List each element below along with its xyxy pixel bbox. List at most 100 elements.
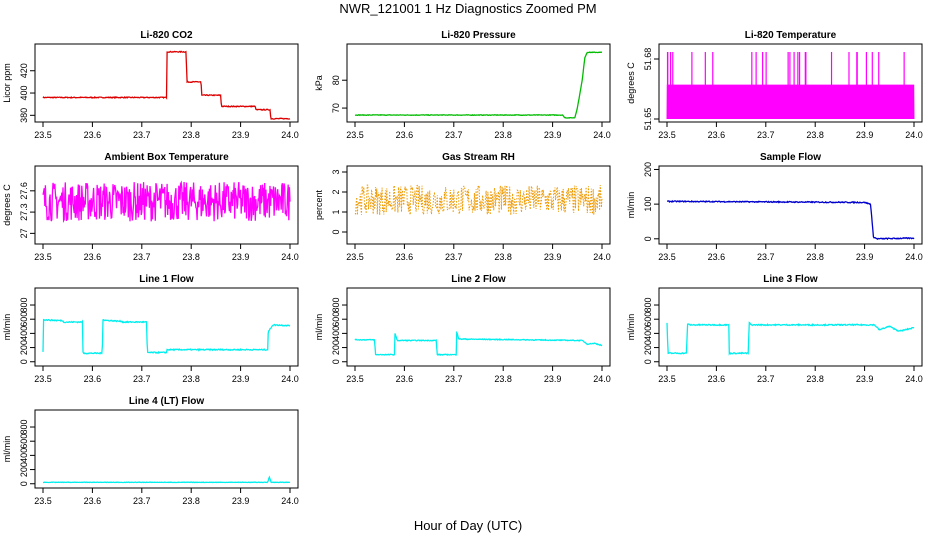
x-tick-label: 23.7	[133, 130, 151, 140]
y-tick-label: 0	[331, 229, 341, 234]
x-tick-label: 24.0	[905, 374, 923, 384]
panel-title: Gas Stream RH	[442, 152, 515, 163]
y-tick-label: 800	[331, 298, 341, 313]
x-tick-label: 23.5	[34, 130, 52, 140]
panel-7: Line 1 Flow 23.5 23.6 23.7 23.8 23.9 24.0 0 2004…	[2, 274, 299, 384]
y-tick-label: 800	[19, 420, 29, 435]
y-tick-label: 200	[19, 340, 29, 355]
plot-frame	[34, 43, 299, 123]
y-tick-label: 800	[19, 298, 29, 313]
plot-frame	[658, 165, 923, 245]
y-tick-label: 600	[19, 434, 29, 449]
y-tick-label: 0	[643, 359, 653, 364]
y-tick-label: 80	[331, 75, 341, 85]
y-axis-label: Licor ppm	[2, 63, 12, 103]
y-tick-label: 400	[19, 448, 29, 463]
x-tick-label: 23.7	[757, 374, 775, 384]
panel-title: Line 3 Flow	[763, 274, 818, 285]
x-tick-label: 23.7	[133, 374, 151, 384]
y-tick-label: 380	[19, 108, 29, 123]
plot-frame	[658, 43, 923, 123]
x-tick-label: 23.9	[232, 374, 250, 384]
x-tick-label: 23.9	[232, 130, 250, 140]
panel-9: Line 3 Flow 23.5 23.6 23.7 23.8 23.9 24.0 0 2004…	[626, 274, 923, 384]
y-tick-label: 800	[643, 298, 653, 313]
panel-4: Ambient Box Temperature 23.5 23.6 23.7 23.8 2…	[2, 152, 299, 262]
series-line	[42, 318, 291, 355]
x-tick-label: 24.0	[593, 374, 611, 384]
y-tick-label: 70	[331, 103, 341, 113]
x-tick-label: 23.6	[84, 496, 102, 506]
panel-title: Line 4 (LT) Flow	[129, 396, 205, 407]
y-tick-label: 400	[19, 326, 29, 341]
y-tick-label: 600	[643, 312, 653, 327]
x-tick-label: 23.8	[806, 252, 824, 262]
y-axis-label: degrees C	[626, 62, 636, 104]
plot-frame	[34, 287, 299, 367]
plot-frame	[34, 409, 299, 489]
y-tick-label: 0	[331, 359, 341, 364]
y-tick-label: 600	[331, 312, 341, 327]
y-tick-label: 600	[19, 312, 29, 327]
x-tick-label: 23.9	[856, 130, 874, 140]
panel-title: Li-820 CO2	[140, 30, 193, 41]
x-tick-label: 23.5	[346, 252, 364, 262]
x-tick-label: 23.5	[658, 374, 676, 384]
panel-8: Line 2 Flow 23.5 23.6 23.7 23.8 23.9 24.0 0 2004…	[314, 274, 611, 384]
x-tick-label: 24.0	[281, 496, 299, 506]
y-tick-label: 0	[19, 481, 29, 486]
x-tick-label: 23.5	[34, 496, 52, 506]
x-tick-label: 23.9	[232, 252, 250, 262]
x-tick-label: 23.8	[182, 130, 200, 140]
x-tick-label: 23.6	[396, 374, 414, 384]
x-tick-label: 23.5	[346, 130, 364, 140]
x-tick-label: 23.7	[445, 374, 463, 384]
x-tick-label: 23.9	[544, 374, 562, 384]
x-tick-label: 23.7	[757, 130, 775, 140]
x-tick-label: 24.0	[593, 130, 611, 140]
x-tick-label: 24.0	[281, 130, 299, 140]
plot-frame	[34, 165, 299, 245]
x-tick-label: 23.8	[806, 130, 824, 140]
y-axis-label: ml/min	[2, 314, 12, 341]
x-tick-label: 23.7	[445, 130, 463, 140]
x-tick-label: 23.6	[708, 130, 726, 140]
x-tick-label: 23.6	[84, 252, 102, 262]
y-tick-label: 420	[19, 63, 29, 78]
x-tick-label: 23.6	[708, 374, 726, 384]
panel-title: Li-820 Pressure	[441, 30, 516, 41]
x-tick-label: 23.5	[658, 130, 676, 140]
series-line	[666, 321, 915, 356]
y-tick-label: 0	[643, 236, 653, 241]
series-line	[43, 475, 290, 484]
x-tick-label: 24.0	[281, 252, 299, 262]
y-tick-label: 2	[331, 189, 341, 194]
x-tick-label: 23.9	[544, 130, 562, 140]
panel-2: Li-820 Pressure 23.5 23.6 23.7 23.8 23.9 24.0 7…	[314, 30, 611, 140]
x-tick-label: 23.8	[494, 252, 512, 262]
series-line	[42, 50, 291, 120]
x-tick-label: 23.5	[658, 252, 676, 262]
plot-frame	[346, 287, 611, 367]
panel-10: Line 4 (LT) Flow 23.5 23.6 23.7 23.8 23.9 24.0…	[2, 396, 299, 506]
y-tick-label: 27.3	[19, 203, 29, 221]
x-tick-label: 23.8	[494, 130, 512, 140]
plot-frame	[346, 165, 611, 245]
series-line	[354, 51, 603, 119]
y-axis-label: percent	[314, 189, 324, 220]
x-tick-label: 23.5	[346, 374, 364, 384]
panel-3: Li-820 Temperature 23.5 23.6 23.7 23.8 23.9 24…	[626, 30, 923, 140]
x-tick-label: 23.7	[445, 252, 463, 262]
panel-title: Line 1 Flow	[139, 274, 194, 285]
plot-frame	[658, 287, 923, 367]
x-tick-label: 23.5	[34, 252, 52, 262]
y-tick-label: 200	[643, 162, 653, 177]
y-tick-label: 51.68	[643, 48, 653, 71]
panel-title: Line 2 Flow	[451, 274, 506, 285]
y-tick-label: 100	[643, 197, 653, 212]
panel-6: Sample Flow 23.5 23.6 23.7 23.8 23.9 24.0 0 100 2…	[626, 152, 923, 262]
y-tick-label: 0	[19, 359, 29, 364]
x-tick-label: 23.9	[544, 252, 562, 262]
x-tick-label: 23.8	[494, 374, 512, 384]
